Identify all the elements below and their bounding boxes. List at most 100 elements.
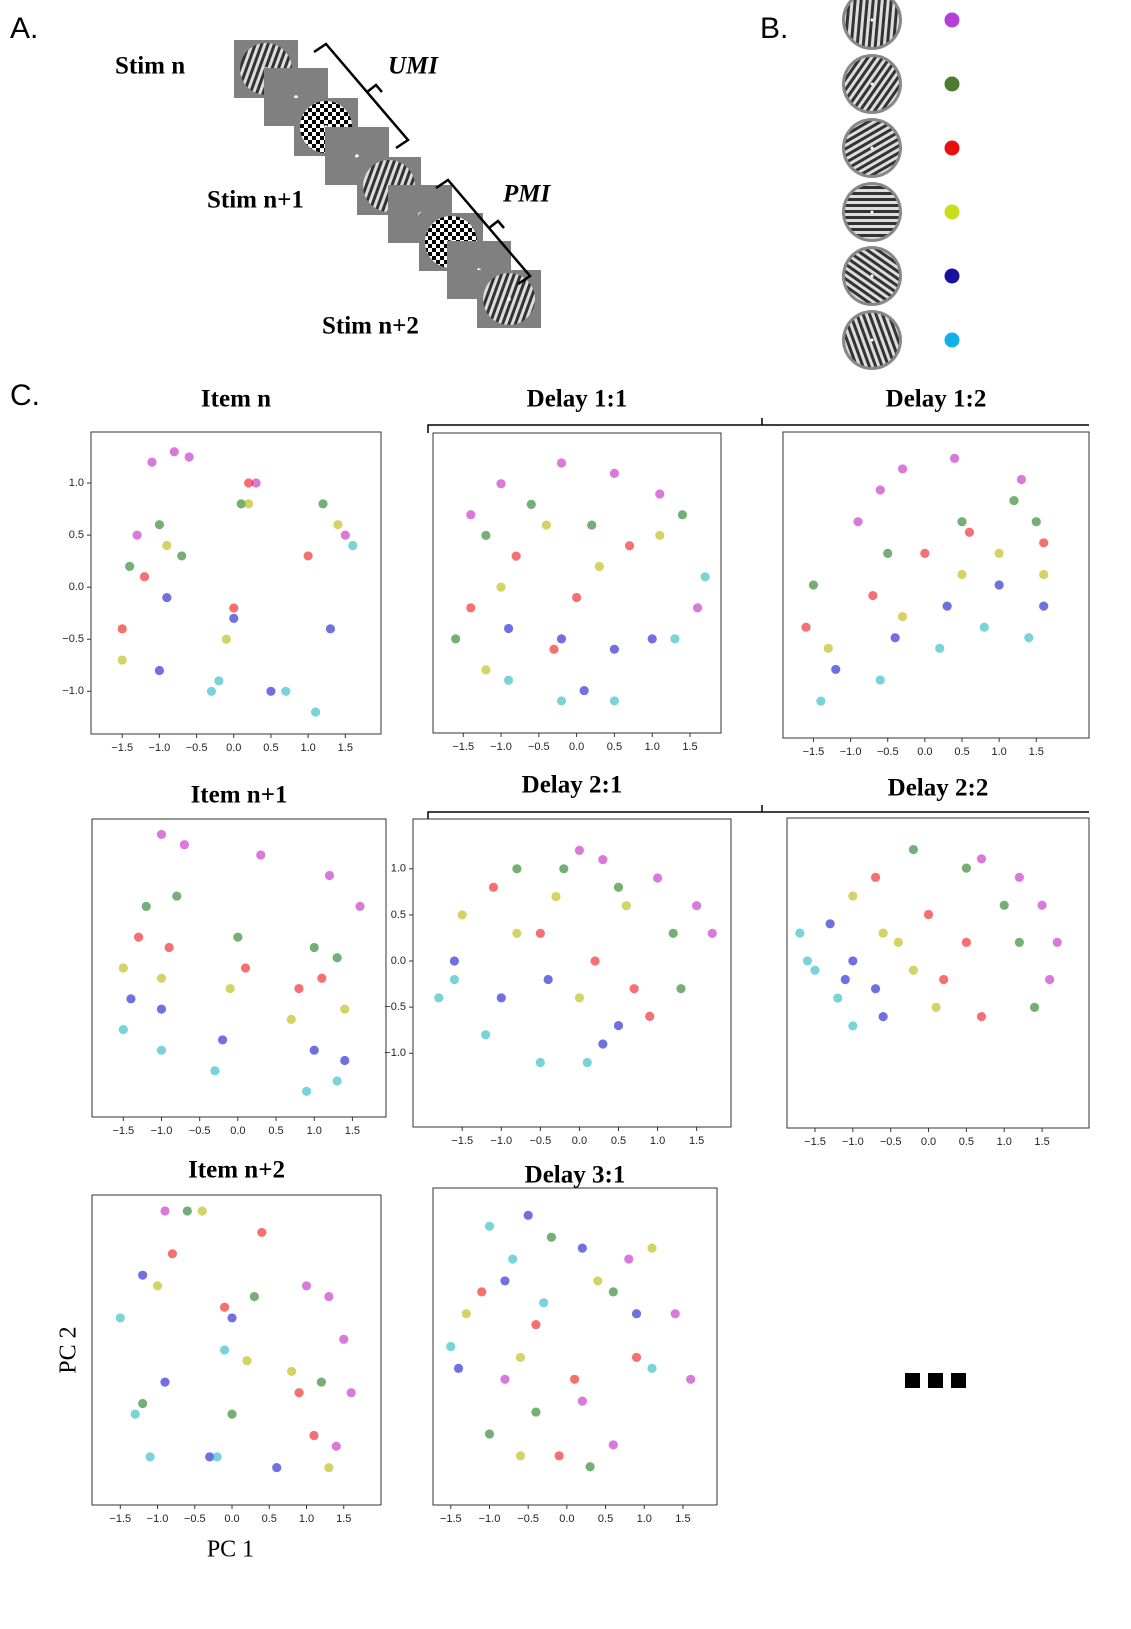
point <box>536 1058 545 1067</box>
point <box>165 943 174 952</box>
point <box>1039 538 1048 547</box>
point <box>609 1287 618 1296</box>
point <box>610 696 619 705</box>
point <box>653 873 662 882</box>
point <box>160 1377 169 1386</box>
point <box>595 562 604 571</box>
point <box>450 975 459 984</box>
point <box>1000 901 1009 910</box>
point <box>645 1012 654 1021</box>
point <box>708 929 717 938</box>
ellipsis-square <box>905 1373 920 1388</box>
y-tick-label: −0.5 <box>384 1001 406 1013</box>
point <box>876 675 885 684</box>
point <box>559 864 568 873</box>
x-tick-label: 1.5 <box>689 1135 704 1147</box>
figure: A. B. C. Stim n Stim n+1 Stim n+2 UMI PM… <box>0 0 1131 1629</box>
point <box>348 541 357 550</box>
point <box>157 830 166 839</box>
point <box>630 984 639 993</box>
point <box>924 910 933 919</box>
point <box>801 623 810 632</box>
point <box>816 696 825 705</box>
point <box>795 928 804 937</box>
x-tick-label: 0.5 <box>607 741 622 753</box>
point <box>481 1030 490 1039</box>
x-tick-label: 1.0 <box>300 742 315 754</box>
plot-frame <box>92 819 386 1117</box>
point <box>250 1292 259 1301</box>
point <box>485 1222 494 1231</box>
stimulus-sequence <box>233 36 543 333</box>
point <box>466 510 475 519</box>
x-tick-label: 0.0 <box>921 1136 936 1148</box>
point <box>180 840 189 849</box>
point <box>142 902 151 911</box>
point <box>198 1206 207 1215</box>
point <box>155 666 164 675</box>
point <box>570 1375 579 1384</box>
plot-frame <box>92 1195 381 1505</box>
x-tick-label: −1.5 <box>451 1135 473 1147</box>
point <box>670 634 679 643</box>
y-tick-label: 0.0 <box>391 955 406 967</box>
x-tick-label: 0.5 <box>954 746 969 758</box>
point <box>1017 475 1026 484</box>
point <box>153 1281 162 1290</box>
point <box>647 1364 656 1373</box>
point <box>325 871 334 880</box>
x-tick-label: −0.5 <box>517 1513 539 1525</box>
point <box>1009 496 1018 505</box>
point <box>693 603 702 612</box>
point <box>170 447 179 456</box>
y-tick-label: −1.0 <box>62 685 84 697</box>
point <box>572 593 581 602</box>
point <box>477 1287 486 1296</box>
x-tick-label: −1.0 <box>842 1136 864 1148</box>
scatter-panel: Item n−1.5−1.0−0.50.00.51.01.5−1.0−0.50.… <box>62 386 381 754</box>
point <box>485 1429 494 1438</box>
point <box>909 966 918 975</box>
stim-label: Stim n+2 <box>322 313 419 340</box>
chart-title: Delay 1:1 <box>527 386 628 413</box>
point <box>598 1039 607 1048</box>
y-axis-label: PC 2 <box>56 1326 82 1373</box>
point <box>676 984 685 993</box>
x-tick-label: 0.0 <box>569 741 584 753</box>
point <box>341 530 350 539</box>
point <box>140 572 149 581</box>
point <box>580 686 589 695</box>
point <box>527 500 536 509</box>
legend-dot <box>945 205 960 220</box>
x-tick-label: 1.0 <box>307 1125 322 1137</box>
x-tick-label: 0.5 <box>263 742 278 754</box>
point <box>160 1206 169 1215</box>
y-tick-label: 1.0 <box>69 477 84 489</box>
point <box>516 1353 525 1362</box>
point <box>1030 1003 1039 1012</box>
x-tick-label: 0.5 <box>611 1135 626 1147</box>
point <box>213 1452 222 1461</box>
y-tick-label: 0.5 <box>69 529 84 541</box>
point <box>489 883 498 892</box>
point <box>833 993 842 1002</box>
point <box>138 1399 147 1408</box>
point <box>116 1313 125 1322</box>
point <box>578 1244 587 1253</box>
x-tick-label: 1.0 <box>645 741 660 753</box>
chart-title: Delay 1:2 <box>886 386 987 413</box>
point <box>155 520 164 529</box>
page: A. B. C. Stim n Stim n+1 Stim n+2 UMI PM… <box>0 0 1131 1629</box>
point <box>686 1375 695 1384</box>
point <box>355 902 364 911</box>
y-tick-label: 0.0 <box>69 581 84 593</box>
legend-dot <box>945 269 960 284</box>
x-tick-label: 0.5 <box>959 1136 974 1148</box>
point <box>210 1066 219 1075</box>
y-tick-label: 0.5 <box>391 909 406 921</box>
point <box>871 873 880 882</box>
point <box>549 645 558 654</box>
point <box>831 665 840 674</box>
